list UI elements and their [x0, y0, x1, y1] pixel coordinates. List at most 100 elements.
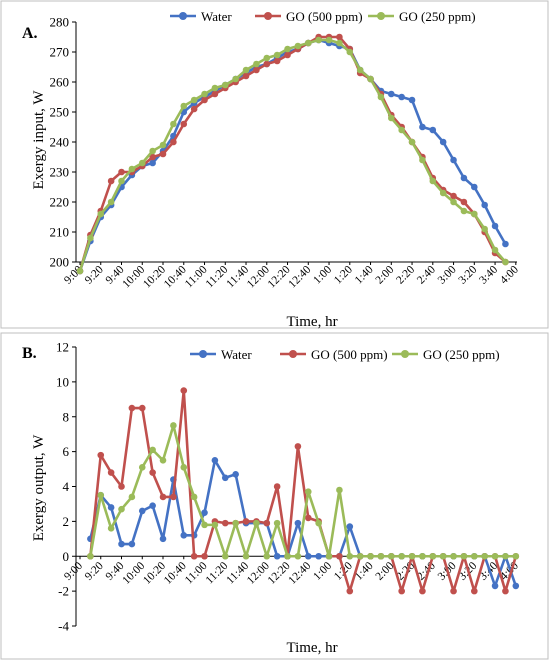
data-point — [346, 48, 354, 56]
legend-marker — [264, 12, 272, 20]
legend-label: Water — [201, 9, 232, 24]
data-point — [387, 114, 395, 122]
y-tick-label: 12 — [56, 340, 69, 355]
data-point — [87, 552, 94, 560]
data-point — [460, 174, 468, 182]
y-tick-label: 270 — [50, 45, 70, 60]
data-point — [471, 183, 478, 191]
data-point — [201, 90, 208, 98]
data-point — [107, 198, 115, 206]
data-point — [439, 189, 447, 197]
data-point — [398, 552, 405, 560]
data-point — [419, 587, 426, 595]
data-point — [346, 523, 354, 530]
data-point — [190, 493, 198, 501]
data-point — [180, 102, 188, 110]
data-point — [263, 60, 271, 68]
data-point — [325, 552, 333, 560]
y-tick-label: 220 — [50, 195, 70, 210]
data-point — [315, 519, 322, 527]
data-point — [107, 469, 115, 476]
data-point — [419, 123, 426, 131]
data-point — [346, 587, 354, 595]
data-point — [439, 552, 447, 560]
data-point — [294, 443, 302, 450]
data-point — [367, 75, 374, 83]
data-point — [128, 493, 136, 501]
data-point — [97, 451, 105, 459]
data-point — [138, 159, 146, 167]
legend-marker — [377, 12, 385, 20]
data-point — [170, 120, 177, 128]
data-point — [284, 552, 291, 560]
data-point — [336, 486, 343, 494]
data-point — [263, 54, 271, 62]
data-point — [221, 81, 229, 89]
data-point — [159, 141, 167, 149]
panel-b-ylabel: Exergy output, W — [31, 434, 47, 541]
data-point — [159, 535, 167, 543]
data-point — [408, 138, 416, 146]
data-point — [450, 156, 457, 164]
data-point — [491, 582, 499, 590]
data-point — [387, 552, 395, 560]
data-point — [294, 42, 302, 50]
panel-a-label: A. — [22, 25, 38, 42]
data-point — [471, 552, 478, 560]
data-point — [149, 153, 156, 161]
data-point — [107, 504, 115, 511]
data-point — [408, 96, 416, 104]
data-point — [273, 519, 281, 527]
data-point — [118, 168, 125, 176]
data-point — [408, 552, 416, 560]
data-point — [460, 198, 468, 206]
data-point — [273, 51, 281, 59]
data-point — [398, 126, 405, 134]
data-point — [180, 387, 188, 394]
series-line-go-500-ppm — [89, 389, 518, 593]
y-tick-label: 6 — [63, 444, 70, 459]
data-point — [315, 552, 322, 560]
data-point — [398, 93, 405, 101]
legend-label: Water — [221, 347, 252, 362]
data-point — [336, 552, 343, 560]
data-point — [304, 488, 312, 496]
y-tick-label: 8 — [63, 409, 70, 424]
data-point — [221, 552, 229, 560]
data-point — [107, 525, 115, 532]
data-point — [242, 518, 250, 525]
data-point — [138, 404, 146, 412]
data-point — [356, 552, 364, 560]
data-point — [138, 464, 146, 471]
data-point — [149, 469, 156, 476]
data-point — [336, 39, 343, 47]
data-point — [190, 552, 198, 560]
data-point — [128, 404, 136, 412]
legend-label: GO (500 ppm) — [311, 347, 388, 362]
data-point — [398, 587, 405, 595]
panel-b-label: B. — [22, 345, 37, 362]
data-point — [118, 483, 125, 490]
data-point — [149, 159, 156, 167]
data-point — [97, 491, 105, 499]
data-point — [149, 147, 156, 155]
data-point — [118, 505, 125, 513]
legend-label: GO (500 ppm) — [286, 9, 363, 24]
data-point — [232, 470, 239, 478]
legend-marker — [401, 350, 409, 358]
y-tick-label: 210 — [50, 225, 70, 240]
data-point — [253, 519, 260, 527]
data-point — [304, 552, 312, 560]
panel-a-plot: 2002102202302402502602702809:009:209:401… — [50, 9, 522, 291]
data-point — [429, 552, 437, 560]
panel-a-xlabel: Time, hr — [286, 314, 337, 330]
data-point — [87, 234, 94, 242]
y-tick-label: -4 — [58, 619, 69, 634]
data-point — [491, 246, 499, 254]
y-tick-label: 280 — [50, 15, 70, 30]
data-point — [429, 126, 437, 134]
legend-marker — [199, 350, 207, 358]
panel-a-ylabel: Exergy input, W — [31, 90, 47, 190]
legend-label: GO (250 ppm) — [423, 347, 500, 362]
data-point — [118, 177, 125, 185]
